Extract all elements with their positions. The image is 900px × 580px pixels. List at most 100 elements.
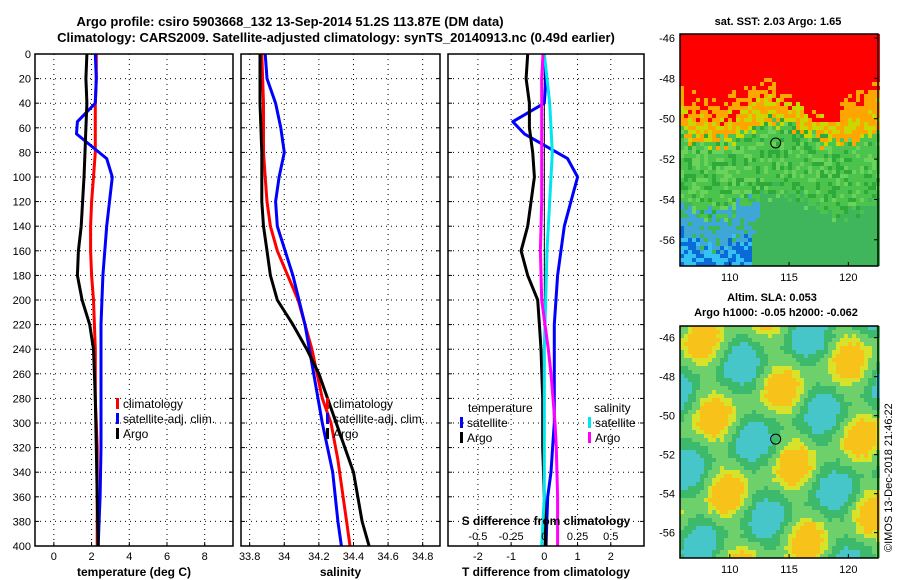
sst-map-cell <box>768 262 772 266</box>
sst-map-cell <box>680 146 684 150</box>
sst-map-cell <box>832 178 836 182</box>
sst-map-cell <box>788 38 792 42</box>
sst-map-cell <box>844 122 848 126</box>
sla-map-cell <box>816 398 820 402</box>
sst-map-cell <box>792 38 796 42</box>
sst-map-cell <box>752 82 756 86</box>
sst-map-cell <box>808 54 812 58</box>
sst-map-cell <box>788 202 792 206</box>
sst-map-cell <box>716 38 720 42</box>
sla-map-cell <box>868 394 872 398</box>
sst-map-cell <box>872 50 876 54</box>
sla-map-cell <box>848 402 852 406</box>
sla-map-cell <box>712 414 716 418</box>
sla-map-cell <box>860 326 864 330</box>
sst-map-cell <box>868 114 872 118</box>
sst-map-cell <box>872 194 876 198</box>
sst-map-cell <box>796 214 800 218</box>
sst-map-cell <box>828 34 832 38</box>
salinity-xtick-label: 34.4 <box>343 551 364 563</box>
sst-map-cell <box>868 194 872 198</box>
sla-map-cell <box>820 426 824 430</box>
sst-map-cell <box>832 98 836 102</box>
sst-map-cell <box>836 86 840 90</box>
sst-map-cell <box>740 210 744 214</box>
sst-map-cell <box>776 102 780 106</box>
sla-map-cell <box>704 382 708 386</box>
sst-map-cell <box>796 70 800 74</box>
sla-map-cell <box>832 442 836 446</box>
sst-map-cell <box>744 154 748 158</box>
sla-map-cell <box>732 362 736 366</box>
sst-map-cell <box>744 162 748 166</box>
sst-map-cell <box>776 186 780 190</box>
sst-map-cell <box>748 134 752 138</box>
sla-map-cell <box>864 334 868 338</box>
sst-map-cell <box>808 98 812 102</box>
sst-map-cell <box>844 94 848 98</box>
sla-map-cell <box>820 358 824 362</box>
sst-map-cell <box>808 114 812 118</box>
sla-map-cell <box>864 374 868 378</box>
sst-map-cell <box>844 70 848 74</box>
sla-map-cell <box>792 422 796 426</box>
sla-map-cell <box>820 366 824 370</box>
sst-map-cell <box>792 254 796 258</box>
sst-map-cell <box>848 210 852 214</box>
sst-map-cell <box>780 254 784 258</box>
sst-map-cell <box>760 38 764 42</box>
sst-map-cell <box>784 66 788 70</box>
sla-map-cell <box>856 354 860 358</box>
sla-map-cell <box>816 378 820 382</box>
sst-map-cell <box>848 158 852 162</box>
sst-map-cell <box>764 98 768 102</box>
sst-map-cell <box>872 38 876 42</box>
sst-map-cell <box>724 142 728 146</box>
sst-map-cell <box>684 182 688 186</box>
sst-map-cell <box>696 194 700 198</box>
sst-map-cell <box>792 66 796 70</box>
sst-map-cell <box>780 110 784 114</box>
sla-map-cell <box>804 402 808 406</box>
sst-map-cell <box>728 186 732 190</box>
sla-map-cell <box>736 386 740 390</box>
sst-map-cell <box>852 254 856 258</box>
sla-map-cell <box>864 382 868 386</box>
sla-map-cell <box>756 406 760 410</box>
sla-map-cell <box>800 458 804 462</box>
sla-map-cell <box>764 394 768 398</box>
sst-map-cell <box>736 242 740 246</box>
sla-map-cell <box>800 430 804 434</box>
sst-map-cell <box>720 206 724 210</box>
sst-map-cell <box>856 62 860 66</box>
sst-map-cell <box>788 214 792 218</box>
sla-map-cell <box>708 466 712 470</box>
sla-map-cell <box>760 358 764 362</box>
sla-map-cell <box>720 402 724 406</box>
sst-map-cell <box>716 258 720 262</box>
sla-map-cell <box>712 458 716 462</box>
sst-map-cell <box>812 258 816 262</box>
sst-map-cell <box>792 98 796 102</box>
sla-map-cell <box>848 350 852 354</box>
sst-map-cell <box>788 118 792 122</box>
sla-map-cell <box>712 422 716 426</box>
sla-map-cell <box>732 386 736 390</box>
sst-map-cell <box>752 170 756 174</box>
sst-map-cell <box>720 170 724 174</box>
sst-map-cell <box>740 202 744 206</box>
sst-map-cell <box>872 130 876 134</box>
sla-map-cell <box>800 342 804 346</box>
sst-map-cell <box>828 182 832 186</box>
sla-map-cell <box>856 346 860 350</box>
sla-map-cell <box>796 382 800 386</box>
sst-map-cell <box>692 214 696 218</box>
sla-map-cell <box>820 402 824 406</box>
sst-map-cell <box>728 146 732 150</box>
sst-map-cell <box>680 118 684 122</box>
sla-map-cell <box>784 342 788 346</box>
sla-map-cell <box>836 406 840 410</box>
sla-map-cell <box>840 342 844 346</box>
sla-map-cell <box>844 398 848 402</box>
sst-map-cell <box>752 210 756 214</box>
